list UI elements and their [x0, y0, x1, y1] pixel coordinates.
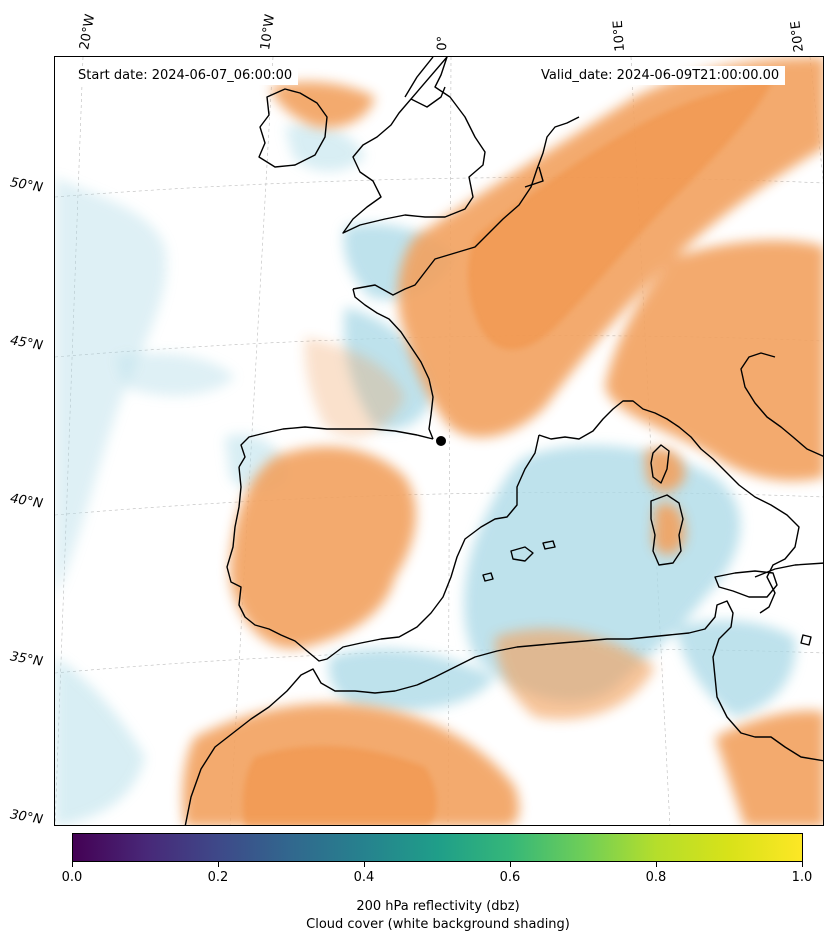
colorbar — [72, 833, 803, 862]
colorbar-label-reflectivity: 200 hPa reflectivity (dbz) — [356, 899, 520, 914]
colorbar-tick — [218, 862, 219, 867]
colorbar-tick-label: 0.8 — [645, 870, 667, 885]
colorbar-tick-label: 0.4 — [353, 870, 375, 885]
marker-dot — [436, 436, 446, 446]
colorbar-tick — [510, 862, 511, 867]
colorbar-tick — [72, 862, 73, 867]
lat-label-40n: 40°N — [8, 491, 44, 512]
colorbar-tick — [802, 862, 803, 867]
map-area — [54, 56, 824, 826]
colorbar-tick-label: 0.6 — [499, 870, 521, 885]
colorbar-tick — [364, 862, 365, 867]
lat-label-30n: 30°N — [8, 807, 44, 828]
colorbar-tick — [656, 862, 657, 867]
lon-label-10e: 10°E — [610, 19, 628, 53]
start-date-label: Start date: 2024-06-07_06:00:00 — [72, 66, 299, 85]
colorbar-label-cloud-cover: Cloud cover (white background shading) — [306, 917, 570, 932]
reflectivity-core — [243, 77, 775, 825]
lon-label-20w: 20°W — [77, 13, 99, 52]
colorbar-tick-label: 0.0 — [61, 870, 83, 885]
lon-label-0: 0° — [435, 35, 451, 51]
lat-label-50n: 50°N — [8, 175, 44, 196]
lat-label-35n: 35°N — [8, 649, 44, 670]
map-canvas — [55, 57, 823, 825]
colorbar-tick-label: 0.2 — [207, 870, 229, 885]
lon-label-20e: 20°E — [788, 19, 807, 53]
lon-label-10w: 10°W — [258, 13, 278, 51]
lat-label-45n: 45°N — [8, 333, 44, 354]
colorbar-tick-label: 1.0 — [791, 870, 813, 885]
valid-date-label: Valid_date: 2024-06-09T21:00:00.00 — [535, 66, 786, 85]
coastlines — [184, 57, 823, 825]
